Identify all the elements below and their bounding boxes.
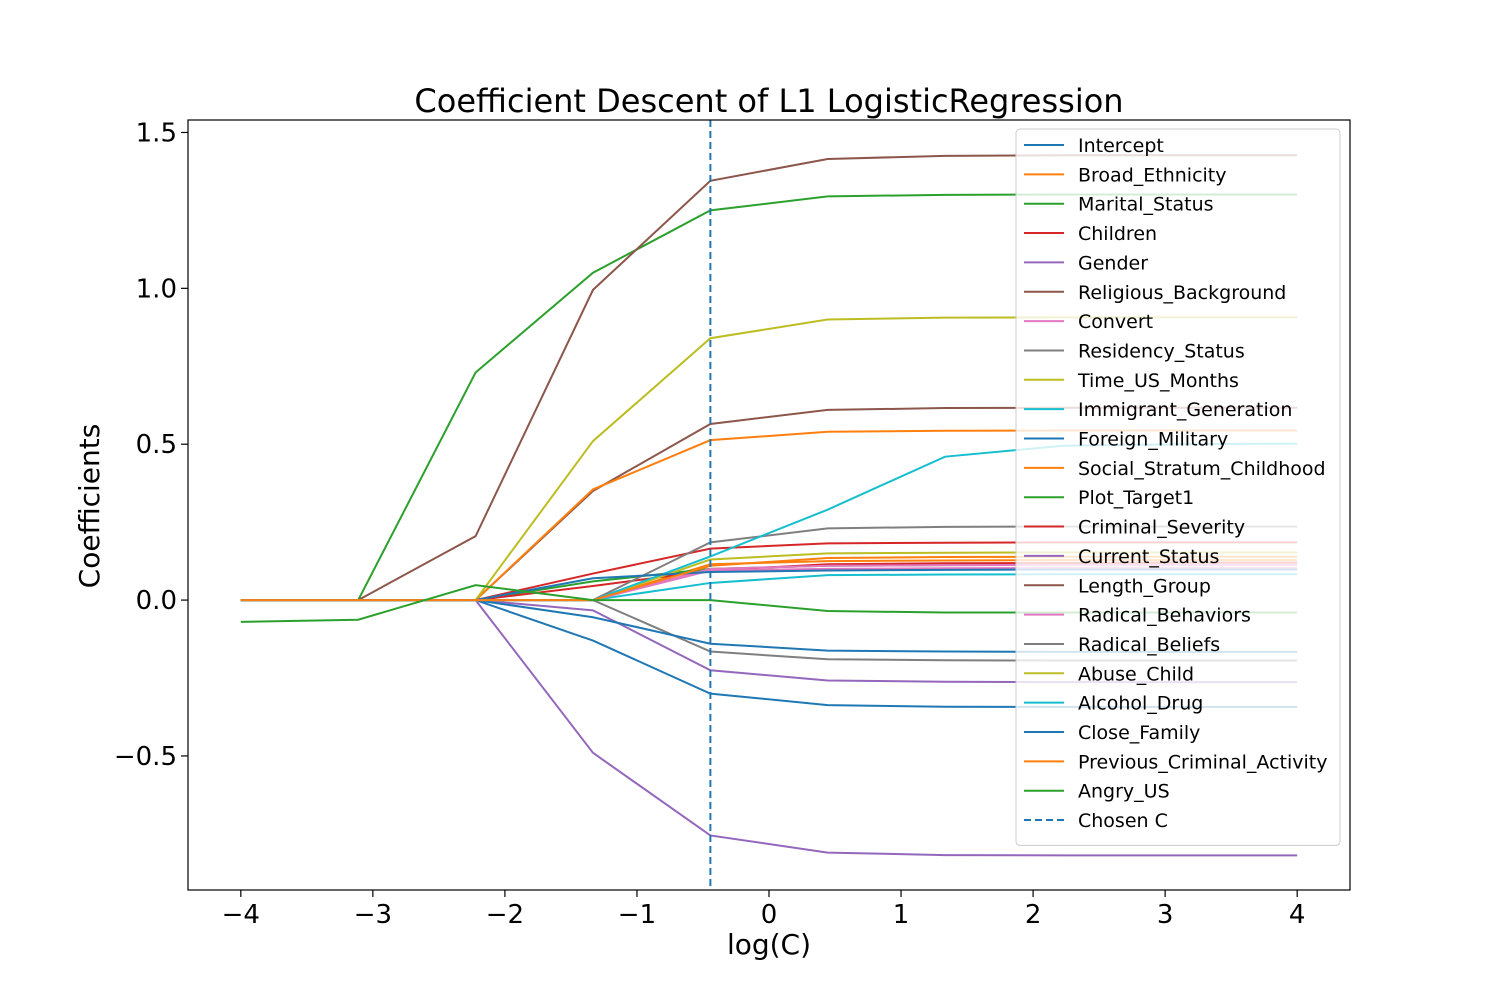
y-tick-label: −0.5: [114, 742, 177, 772]
legend-label-abuse-child: Abuse_Child: [1078, 663, 1194, 685]
legend-label-children: Children: [1078, 223, 1157, 245]
x-tick-label: 1: [893, 900, 910, 930]
y-axis-label: Coefficients: [73, 424, 106, 589]
legend-label-residency-status: Residency_Status: [1078, 340, 1245, 362]
legend-label-close-family: Close_Family: [1078, 722, 1200, 744]
legend-label-alcohol-drug: Alcohol_Drug: [1078, 693, 1203, 715]
legend-label-radical-beliefs: Radical_Beliefs: [1078, 634, 1220, 656]
x-tick-label: 3: [1157, 900, 1174, 930]
legend-label-criminal-severity: Criminal_Severity: [1078, 517, 1245, 539]
legend-label-plot-target1: Plot_Target1: [1078, 487, 1194, 509]
legend-label-time-us-months: Time_US_Months: [1077, 370, 1239, 392]
legend-label-previous-criminal-activity: Previous_Criminal_Activity: [1078, 751, 1327, 773]
axis-ticks: −4 −3 −2 −1 0 1 2 3 4 −0.5 0.0 0.5 1.0 1.5: [114, 118, 1306, 930]
x-tick-label: −1: [618, 900, 656, 930]
y-tick-label: 0.5: [136, 430, 177, 460]
legend-label-current-status: Current_Status: [1078, 546, 1219, 568]
legend-label-marital-status: Marital_Status: [1078, 194, 1214, 216]
legend-label-length-group: Length_Group: [1078, 575, 1211, 597]
y-tick-label: 1.0: [136, 274, 177, 304]
x-tick-label: −4: [222, 900, 260, 930]
x-tick-label: 2: [1025, 900, 1042, 930]
x-tick-label: 0: [761, 900, 778, 930]
legend-label-chosen-c: Chosen C: [1078, 810, 1168, 832]
y-tick-label: 1.5: [136, 118, 177, 148]
y-tick-label: 0.0: [136, 586, 177, 616]
legend-label-foreign-military: Foreign_Military: [1078, 429, 1228, 451]
plot-area-frame: [187, 119, 1351, 891]
legend-label-angry-us: Angry_US: [1078, 781, 1170, 803]
legend-box: [1015, 128, 1341, 846]
legend-label-radical-behaviors: Radical_Behaviors: [1078, 605, 1251, 627]
legend: Intercept Broad_Ethnicity Marital_Status Ch…: [1015, 128, 1341, 846]
legend-label-intercept: Intercept: [1078, 135, 1164, 157]
x-tick-label: −3: [354, 900, 392, 930]
legend-label-gender: Gender: [1078, 252, 1148, 274]
legend-label-religious-background: Religious_Background: [1078, 282, 1286, 304]
legend-label-immigrant-generation: Immigrant_Generation: [1078, 399, 1292, 421]
legend-label-convert: Convert: [1078, 311, 1153, 333]
chart-title: Coefficient Descent of L1 LogisticRegres…: [414, 82, 1123, 120]
x-tick-label: −2: [486, 900, 524, 930]
x-axis-label: log(C): [727, 928, 811, 961]
legend-label-broad-ethnicity: Broad_Ethnicity: [1078, 164, 1227, 186]
legend-label-social-stratum-childhood: Social_Stratum_Childhood: [1078, 458, 1326, 480]
x-tick-label: 4: [1289, 900, 1306, 930]
